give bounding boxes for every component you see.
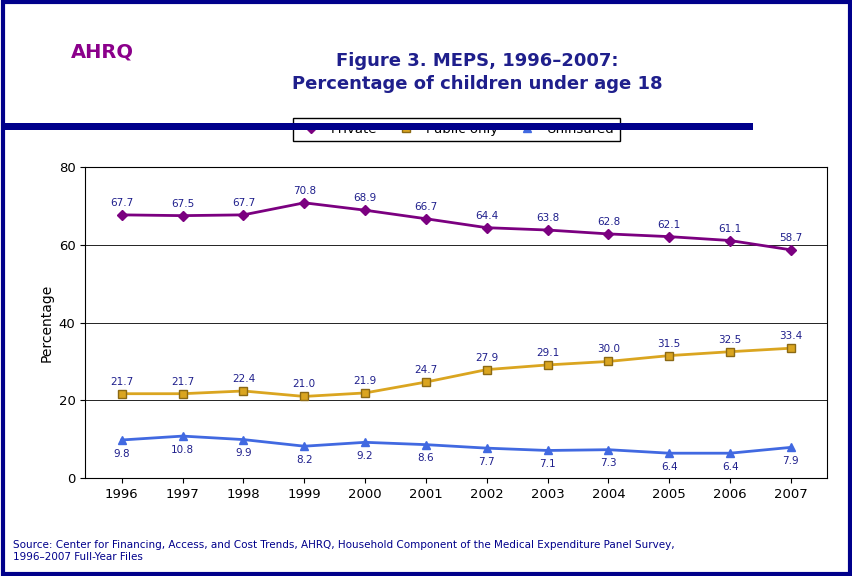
Text: 21.9: 21.9: [353, 376, 377, 386]
Text: 9.2: 9.2: [356, 451, 373, 461]
Text: 67.7: 67.7: [232, 198, 255, 208]
Text: 27.9: 27.9: [475, 353, 498, 363]
Text: 9.9: 9.9: [235, 448, 251, 458]
Text: 62.8: 62.8: [596, 217, 619, 227]
Text: 64.4: 64.4: [475, 211, 498, 221]
Text: 61.1: 61.1: [717, 223, 741, 233]
Text: Source: Center for Financing, Access, and Cost Trends, AHRQ, Household Component: Source: Center for Financing, Access, an…: [13, 540, 674, 562]
Text: 62.1: 62.1: [657, 219, 680, 230]
Text: 8.6: 8.6: [417, 453, 434, 463]
Text: 21.0: 21.0: [292, 380, 315, 389]
Text: 58.7: 58.7: [779, 233, 802, 243]
Text: 33.4: 33.4: [779, 331, 802, 341]
Text: 22.4: 22.4: [232, 374, 255, 384]
Text: 21.7: 21.7: [170, 377, 194, 386]
Text: 10.8: 10.8: [171, 445, 194, 454]
Text: 7.7: 7.7: [478, 457, 494, 467]
Text: 68.9: 68.9: [353, 193, 377, 203]
Text: Figure 3. MEPS, 1996–2007:
Percentage of children under age 18: Figure 3. MEPS, 1996–2007: Percentage of…: [292, 52, 662, 93]
Y-axis label: Percentage: Percentage: [39, 283, 53, 362]
Text: 24.7: 24.7: [414, 365, 437, 375]
Text: 67.5: 67.5: [170, 199, 194, 209]
Text: 31.5: 31.5: [657, 339, 680, 348]
Text: AHRQ: AHRQ: [71, 42, 133, 61]
Text: 6.4: 6.4: [721, 462, 738, 472]
Text: 70.8: 70.8: [292, 186, 315, 196]
Text: 67.7: 67.7: [110, 198, 133, 208]
Text: 63.8: 63.8: [535, 213, 559, 223]
Text: Advancing
Excellence in
Health Care: Advancing Excellence in Health Care: [77, 69, 127, 98]
Text: 21.7: 21.7: [110, 377, 133, 386]
Text: 30.0: 30.0: [596, 344, 619, 354]
Text: 29.1: 29.1: [535, 348, 559, 358]
Legend: Private, Public only, Uninsured: Private, Public only, Uninsured: [292, 118, 619, 141]
Text: 8.2: 8.2: [296, 455, 312, 465]
Text: 6.4: 6.4: [660, 462, 676, 472]
Text: 32.5: 32.5: [717, 335, 741, 344]
Text: 7.9: 7.9: [781, 456, 798, 466]
Text: 7.1: 7.1: [538, 459, 556, 469]
Text: 9.8: 9.8: [113, 449, 130, 458]
Text: 66.7: 66.7: [414, 202, 437, 212]
Text: 7.3: 7.3: [600, 458, 616, 468]
